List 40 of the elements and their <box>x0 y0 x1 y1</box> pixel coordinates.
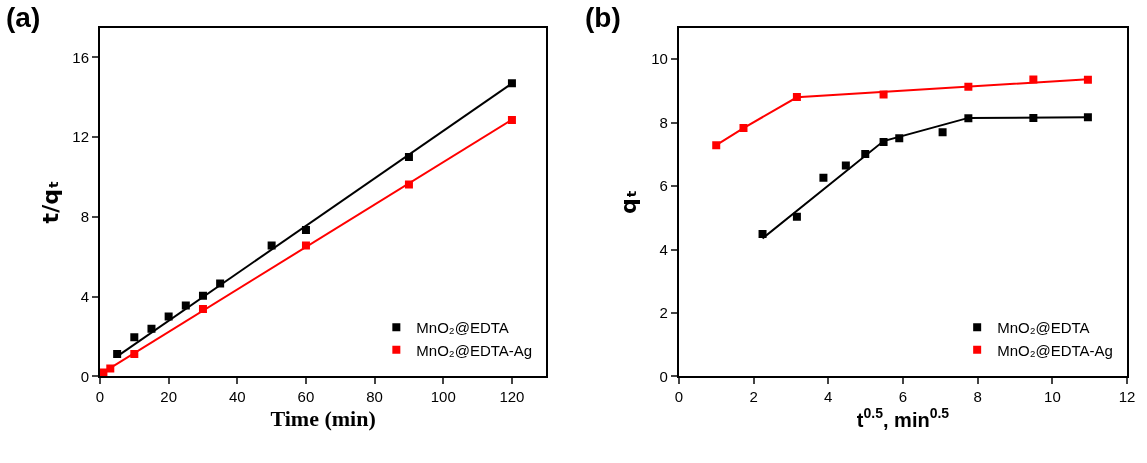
x-tick-label: 80 <box>366 388 383 406</box>
x-tick-label: 20 <box>160 388 177 406</box>
x-tick-label: 100 <box>430 388 456 406</box>
x-tick-label: 0 <box>674 388 684 406</box>
x-tick-label: 12 <box>1118 388 1136 406</box>
y-tick-label: 4 <box>80 287 89 305</box>
text: (b) <box>585 2 621 33</box>
x-tick-label: 8 <box>973 388 982 406</box>
x-axis-title: t$^{0.5}$, min$^{0.5}$ <box>856 405 950 431</box>
x-axis-title: Time (min) <box>270 405 376 431</box>
y-tick-label: 4 <box>659 240 668 258</box>
legend-label: MnO₂@EDTA <box>997 319 1090 337</box>
point <box>819 173 828 182</box>
x-tick-label: 4 <box>824 388 833 406</box>
y-tick-label: 8 <box>80 208 89 226</box>
x-tick-label: 40 <box>228 388 246 406</box>
x-tick-label: 60 <box>297 388 315 406</box>
legend-label: MnO₂@EDTA-Ag <box>416 341 533 359</box>
y-tick-label: 6 <box>659 177 668 195</box>
y-tick-label: 0 <box>659 367 668 385</box>
x-tick-label: 2 <box>749 388 758 406</box>
x-tick-label: 6 <box>898 388 908 406</box>
legend-label: MnO₂@EDTA <box>416 319 509 337</box>
y-tick-label: 16 <box>72 48 89 66</box>
y-tick-label: 0 <box>80 367 89 385</box>
x-tick-label: 120 <box>499 388 525 406</box>
point <box>938 128 947 137</box>
text: (a) <box>6 2 41 33</box>
y-axis-title: qₜ <box>616 189 642 215</box>
point <box>130 333 139 342</box>
y-tick-label: 10 <box>651 50 668 68</box>
y-tick-label: 8 <box>659 113 668 131</box>
y-axis-title: t/qₜ <box>37 180 63 224</box>
point <box>841 161 850 170</box>
y-tick-label: 12 <box>72 128 89 146</box>
point <box>792 212 801 221</box>
y-tick-label: 2 <box>659 304 668 322</box>
x-tick-label: 10 <box>1044 388 1061 406</box>
legend-label: MnO₂@EDTA-Ag <box>997 341 1113 359</box>
x-tick-label: 0 <box>95 388 105 406</box>
